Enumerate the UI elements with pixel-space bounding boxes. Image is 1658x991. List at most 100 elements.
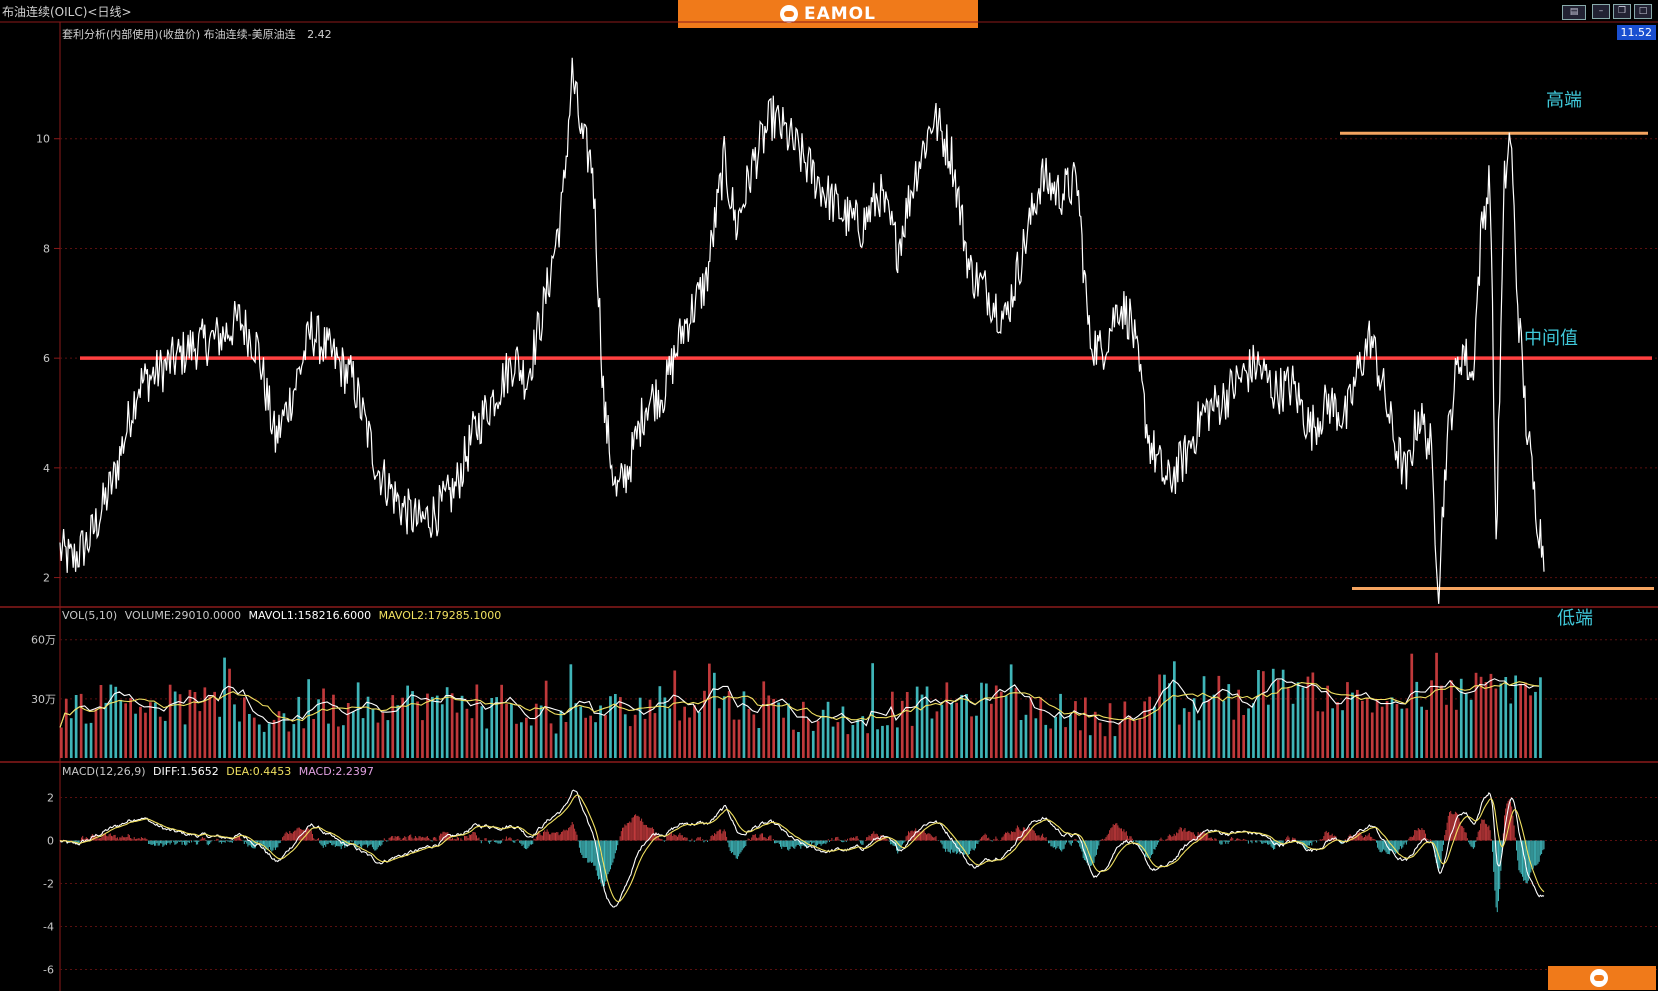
volume-bar bbox=[1192, 698, 1196, 758]
macd-tick-label: -4 bbox=[43, 921, 54, 934]
volume-bar bbox=[1034, 718, 1038, 758]
volume-bar bbox=[94, 708, 98, 758]
macd-dea-line bbox=[59, 794, 1545, 903]
volume-bar bbox=[990, 703, 993, 758]
volume-bar bbox=[777, 702, 780, 758]
volume-bar bbox=[930, 718, 934, 758]
volume-bar bbox=[119, 699, 123, 758]
volume-bar bbox=[282, 713, 286, 758]
volume-bar bbox=[1365, 697, 1369, 758]
volume-bar bbox=[811, 730, 815, 758]
volume-bar bbox=[633, 714, 637, 758]
volume-bar bbox=[767, 695, 771, 758]
volume-bar bbox=[203, 687, 207, 758]
volume-bar bbox=[1158, 674, 1161, 758]
volume-bar bbox=[871, 663, 874, 758]
volume-bar bbox=[480, 706, 484, 758]
volume-bar bbox=[1088, 735, 1092, 758]
minimize-icon[interactable]: – bbox=[1592, 4, 1610, 19]
vol-tick-label: 30万 bbox=[31, 693, 56, 706]
volume-bar bbox=[89, 722, 93, 758]
volume-bar bbox=[1400, 708, 1404, 758]
volume-bar bbox=[1435, 652, 1438, 758]
volume-bar bbox=[460, 695, 464, 758]
volume-bar bbox=[1029, 697, 1033, 758]
volume-bar bbox=[1257, 670, 1260, 758]
volume-bar bbox=[960, 694, 963, 758]
volume-bar bbox=[1390, 697, 1394, 758]
volume-bar bbox=[1539, 677, 1542, 758]
volume-bar bbox=[74, 695, 78, 758]
volume-bar bbox=[134, 713, 137, 758]
macd-tick-label: -2 bbox=[43, 878, 54, 891]
volume-bar bbox=[322, 688, 325, 758]
volume-bar bbox=[668, 708, 672, 758]
volume-bar bbox=[1163, 674, 1166, 758]
volume-bar bbox=[1524, 682, 1527, 758]
volume-bar bbox=[1445, 704, 1448, 758]
volume-bar bbox=[915, 686, 919, 758]
volume-bar bbox=[792, 729, 795, 758]
volume-bar bbox=[609, 696, 612, 758]
volume-bar bbox=[490, 698, 494, 758]
window-title: 布油连续(OILC)<日线> bbox=[2, 5, 132, 19]
macd-tick-label: 0 bbox=[47, 835, 54, 848]
volume-bar bbox=[1351, 692, 1354, 758]
volume-bar bbox=[69, 718, 73, 758]
window-controls: – ❐ □ bbox=[1592, 4, 1652, 19]
volume-bar bbox=[84, 723, 88, 758]
volume-bar bbox=[945, 682, 949, 758]
volume-bar bbox=[386, 720, 390, 758]
volume-bar bbox=[1039, 697, 1043, 758]
maximize-icon[interactable]: □ bbox=[1634, 4, 1652, 19]
volume-bar bbox=[183, 724, 187, 758]
volume-bar bbox=[935, 711, 939, 758]
volume-bar bbox=[698, 711, 701, 758]
volume-bar bbox=[1380, 706, 1384, 758]
volume-bar bbox=[797, 732, 800, 758]
restore-icon[interactable]: ❐ bbox=[1613, 4, 1631, 19]
volume-bar bbox=[1173, 661, 1176, 758]
main-tick-label: 6 bbox=[43, 352, 50, 365]
volume-bar bbox=[411, 691, 414, 758]
volume-bar bbox=[1356, 689, 1359, 758]
volume-bar bbox=[252, 717, 256, 758]
volume-bar bbox=[732, 719, 736, 758]
volume-bar bbox=[1311, 672, 1315, 758]
volume-bar bbox=[421, 720, 424, 758]
macd-diff-label: DIFF:1.5652 bbox=[153, 765, 219, 778]
volume-bar bbox=[440, 704, 444, 758]
volume-bar bbox=[1103, 736, 1107, 758]
volume-bar bbox=[762, 681, 766, 758]
volume-bar bbox=[465, 708, 469, 758]
vol-tick-label: 60万 bbox=[31, 634, 56, 647]
volume-bar bbox=[653, 713, 657, 758]
volume-bar bbox=[658, 686, 662, 758]
volume-bar bbox=[317, 699, 320, 758]
volume-bar bbox=[1341, 710, 1344, 758]
volume-bar bbox=[1177, 724, 1181, 758]
volume-bar bbox=[757, 728, 761, 758]
volume-bar bbox=[955, 702, 958, 758]
volume-bar bbox=[628, 726, 632, 758]
volume-bar bbox=[846, 734, 850, 758]
volume-bar bbox=[643, 718, 647, 758]
volume-bar bbox=[851, 725, 855, 758]
main-tick-label: 8 bbox=[43, 242, 50, 255]
tool-button[interactable]: ▤ bbox=[1562, 5, 1586, 20]
volume-bar bbox=[228, 668, 231, 758]
volume-bar bbox=[435, 695, 439, 758]
volume-bar bbox=[371, 708, 375, 758]
volume-bar bbox=[816, 721, 820, 758]
main-indicator-value: 2.42 bbox=[307, 28, 332, 41]
volume-bar bbox=[1227, 684, 1231, 758]
vol-mavol2-label: MAVOL2:179285.1000 bbox=[378, 609, 502, 622]
volume-bar bbox=[678, 720, 681, 758]
volume-bar bbox=[574, 703, 578, 758]
volume-bar bbox=[312, 719, 315, 758]
volume-bar bbox=[391, 695, 395, 758]
volume-bar bbox=[1509, 703, 1513, 758]
volume-bar bbox=[213, 691, 216, 758]
volume-bar bbox=[1440, 685, 1443, 758]
volume-bar bbox=[361, 718, 365, 758]
